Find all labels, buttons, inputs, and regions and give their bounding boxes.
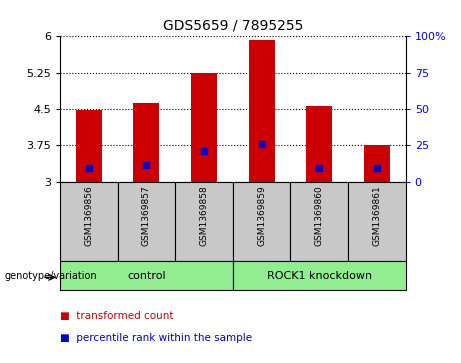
Text: ROCK1 knockdown: ROCK1 knockdown	[266, 271, 372, 281]
Bar	[364, 145, 390, 182]
Text: control: control	[127, 271, 165, 281]
Point	[142, 162, 150, 167]
Bar	[248, 40, 275, 182]
Text: ■  transformed count: ■ transformed count	[60, 311, 173, 321]
Point	[200, 148, 207, 154]
Point	[315, 165, 323, 171]
Point	[258, 141, 266, 147]
Text: GSM1369861: GSM1369861	[372, 185, 381, 246]
Bar	[60, 261, 233, 290]
Bar	[233, 182, 290, 261]
Bar	[233, 261, 406, 290]
Text: genotype/variation: genotype/variation	[5, 271, 97, 281]
Bar	[191, 73, 217, 182]
Bar	[290, 182, 348, 261]
Text: GSM1369857: GSM1369857	[142, 185, 151, 246]
Text: GSM1369859: GSM1369859	[257, 185, 266, 246]
Title: GDS5659 / 7895255: GDS5659 / 7895255	[163, 19, 303, 32]
Bar	[76, 110, 102, 182]
Text: GSM1369858: GSM1369858	[200, 185, 208, 246]
Text: GSM1369856: GSM1369856	[84, 185, 93, 246]
Bar	[118, 182, 175, 261]
Point	[373, 165, 381, 171]
Bar	[348, 182, 406, 261]
Bar	[133, 103, 160, 182]
Text: ■  percentile rank within the sample: ■ percentile rank within the sample	[60, 333, 252, 343]
Point	[85, 165, 92, 171]
Bar	[60, 182, 118, 261]
Bar	[175, 182, 233, 261]
Text: GSM1369860: GSM1369860	[315, 185, 324, 246]
Bar	[306, 106, 332, 182]
